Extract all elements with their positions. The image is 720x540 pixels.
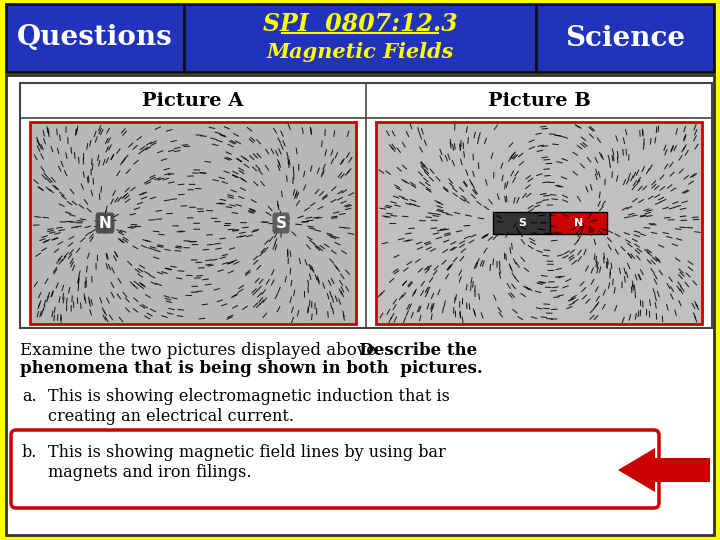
FancyBboxPatch shape [655,458,710,482]
Text: a.: a. [22,388,37,405]
FancyBboxPatch shape [6,4,184,72]
Text: Picture A: Picture A [143,91,243,110]
FancyBboxPatch shape [30,122,356,324]
Text: Magnetic Fields: Magnetic Fields [266,42,454,62]
Text: S: S [518,218,526,228]
FancyBboxPatch shape [550,212,608,234]
FancyBboxPatch shape [20,83,712,328]
FancyBboxPatch shape [536,4,714,72]
Text: N: N [99,215,112,231]
Text: Questions: Questions [17,24,173,51]
FancyBboxPatch shape [184,4,536,72]
Text: This is showing magnetic field lines by using bar
magnets and iron filings.: This is showing magnetic field lines by … [48,444,446,481]
FancyBboxPatch shape [11,430,659,508]
Text: Science: Science [565,24,685,51]
Polygon shape [618,448,655,492]
Text: Examine the two pictures displayed above.: Examine the two pictures displayed above… [20,342,387,359]
FancyBboxPatch shape [6,75,714,535]
Text: This is showing electromagnetic induction that is
creating an electrical current: This is showing electromagnetic inductio… [48,388,450,424]
FancyBboxPatch shape [376,122,702,324]
Text: N: N [575,218,583,228]
Text: S: S [276,215,287,231]
Text: phenomena that is being shown in both  pictures.: phenomena that is being shown in both pi… [20,360,482,377]
FancyBboxPatch shape [493,212,550,234]
Text: Describe the: Describe the [20,342,477,359]
Text: SPI  0807:12.3: SPI 0807:12.3 [263,12,457,36]
Text: Picture B: Picture B [487,91,590,110]
Text: b.: b. [22,444,37,461]
